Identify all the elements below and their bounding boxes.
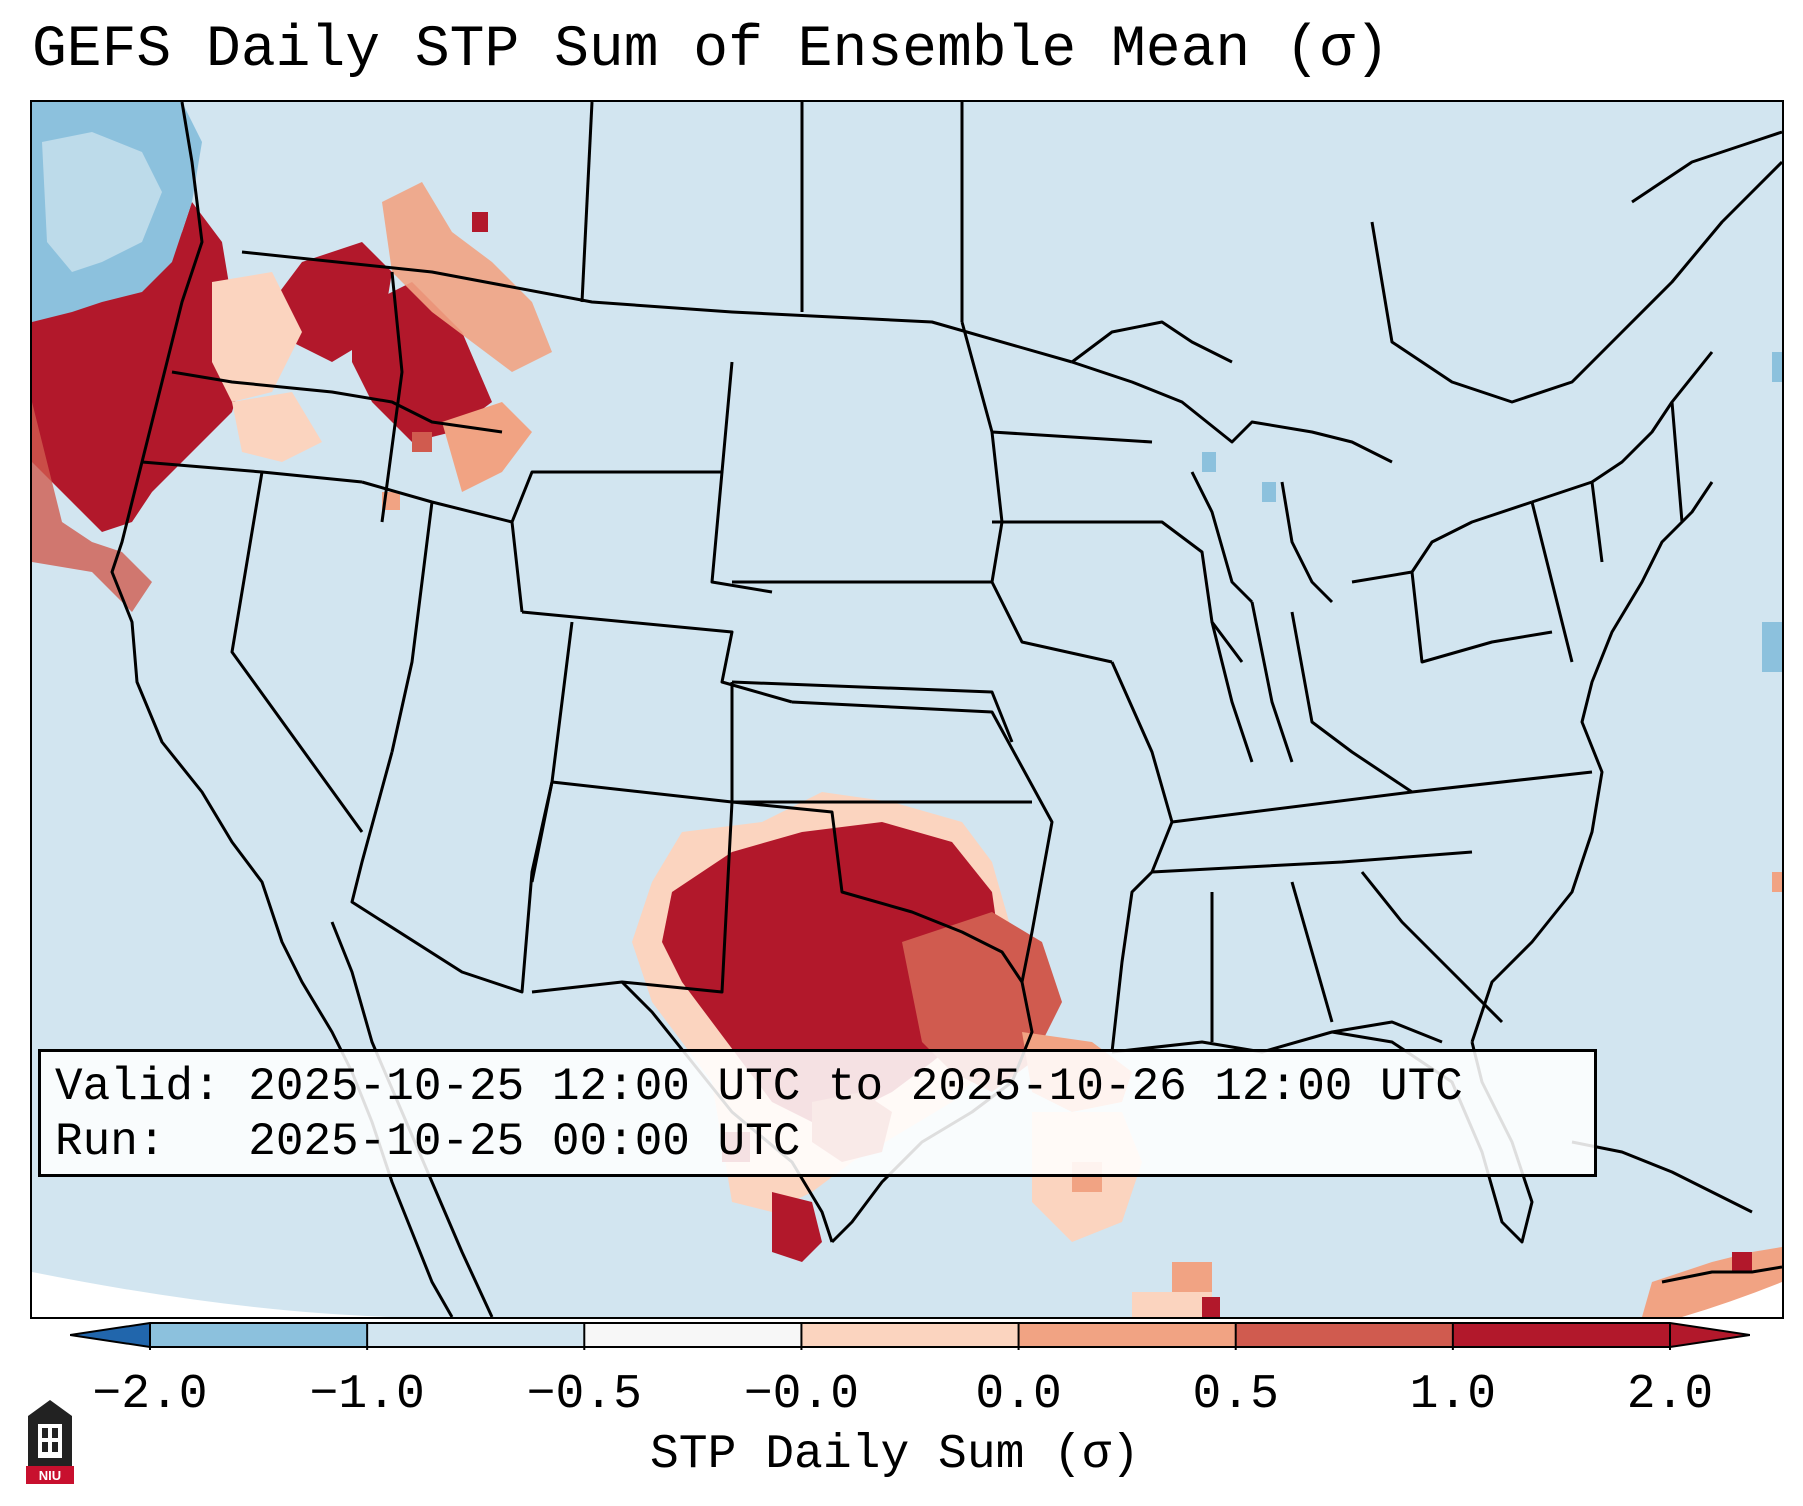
colorbar-segment bbox=[367, 1323, 585, 1347]
colorbar-extend-low bbox=[70, 1323, 150, 1347]
colorbar-segment bbox=[1018, 1323, 1236, 1347]
field-pacific-negative bbox=[32, 102, 202, 322]
colorbar-extend-high bbox=[1670, 1323, 1750, 1347]
colorbar-tick-label: 0.5 bbox=[1192, 1368, 1279, 1422]
valid-time-text: Valid: 2025-10-25 12:00 UTC to 2025-10-2… bbox=[55, 1061, 1463, 1113]
colorbar-segment bbox=[1235, 1323, 1453, 1347]
colorbar-label: STP Daily Sum (σ) bbox=[650, 1428, 1140, 1482]
map-borders bbox=[110, 102, 1782, 1317]
out-of-domain-area-east bbox=[1682, 1282, 1782, 1317]
niu-logo-icon: NIU bbox=[26, 1400, 74, 1484]
field-pacific-northwest bbox=[32, 182, 552, 612]
colorbar-tick-label: 1.0 bbox=[1409, 1368, 1497, 1422]
map-title: GEFS Daily STP Sum of Ensemble Mean (σ) bbox=[32, 18, 1390, 83]
colorbar-tick-label: −0.5 bbox=[526, 1368, 642, 1422]
colorbar-segment bbox=[584, 1323, 802, 1347]
out-of-domain-area bbox=[32, 1272, 392, 1317]
colorbar-tick-label: −0.0 bbox=[743, 1368, 860, 1422]
run-time-text: Run: 2025-10-25 00:00 UTC bbox=[55, 1116, 801, 1168]
valid-run-info-box: Valid: 2025-10-25 12:00 UTC to 2025-10-2… bbox=[38, 1049, 1597, 1177]
colorbar-segment bbox=[801, 1323, 1019, 1347]
colorbar-segment bbox=[1452, 1323, 1670, 1347]
colorbar bbox=[70, 1322, 1750, 1350]
colorbar-tick-label: −1.0 bbox=[309, 1368, 425, 1422]
colorbar-segment bbox=[150, 1323, 368, 1347]
colorbar-tick-label: 0.0 bbox=[975, 1368, 1062, 1422]
colorbar-tick-label: −2.0 bbox=[92, 1368, 208, 1422]
svg-text:NIU: NIU bbox=[39, 1468, 61, 1483]
colorbar-tick-label: 2.0 bbox=[1626, 1368, 1714, 1422]
